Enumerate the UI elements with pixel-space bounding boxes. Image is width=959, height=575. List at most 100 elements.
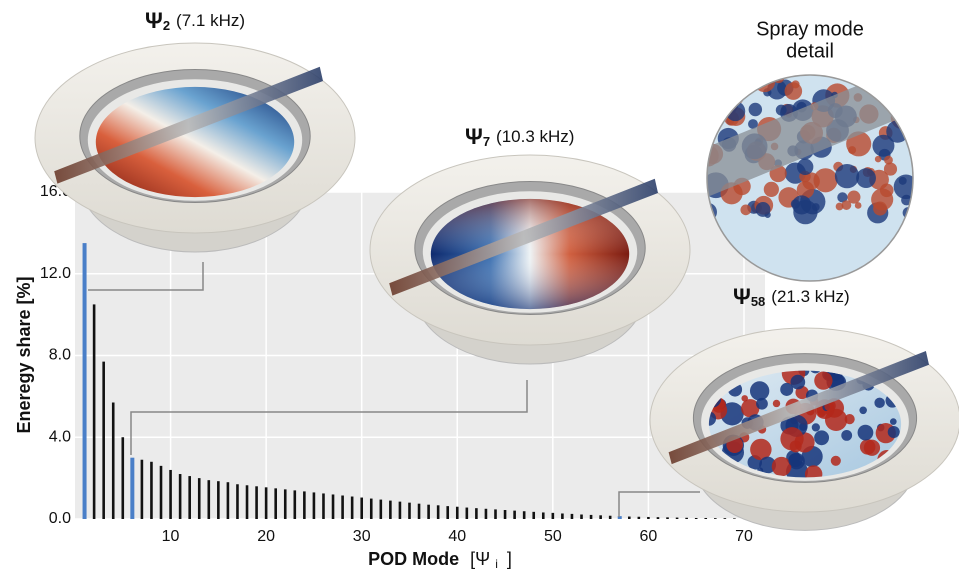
speckle — [875, 156, 882, 163]
speckle — [874, 398, 884, 408]
bar — [647, 517, 650, 519]
speckle — [899, 177, 907, 185]
bar — [141, 460, 144, 519]
speckle — [855, 202, 862, 209]
bar — [704, 518, 707, 519]
speckle — [839, 73, 845, 79]
speckle — [884, 156, 893, 165]
mode-symbol: Ψ — [145, 8, 163, 33]
bar — [494, 509, 497, 519]
speckle — [780, 427, 803, 450]
speckle — [773, 400, 780, 407]
bar — [714, 518, 717, 519]
bar — [599, 515, 602, 519]
speckle — [848, 73, 857, 82]
speckle — [756, 398, 768, 410]
bar — [130, 458, 134, 519]
speckle — [818, 410, 826, 418]
bar — [532, 512, 535, 519]
speckle — [888, 426, 900, 438]
bar — [227, 482, 230, 519]
speckle — [814, 430, 829, 445]
bar — [380, 500, 383, 519]
x-tick-label: 20 — [257, 528, 275, 545]
speckle — [797, 159, 813, 175]
speckle — [740, 205, 751, 216]
bar — [695, 518, 698, 519]
bar — [265, 487, 268, 519]
x-label-close: ] — [507, 549, 512, 569]
detail-title: detail — [786, 40, 834, 62]
speckle — [724, 66, 745, 87]
speckle — [711, 103, 727, 119]
bar — [246, 485, 249, 519]
bar — [437, 505, 440, 519]
bar — [236, 484, 239, 519]
speckle — [904, 96, 912, 104]
speckle — [871, 188, 893, 210]
x-tick-label: 60 — [640, 528, 658, 545]
speckle — [788, 453, 802, 467]
speckle — [772, 457, 792, 477]
bar — [571, 514, 574, 519]
bar — [628, 517, 631, 519]
speckle — [719, 91, 728, 100]
bar — [590, 515, 593, 519]
mode-label: Ψ58 (21.3 kHz) — [733, 284, 850, 310]
bar — [112, 403, 115, 519]
bar — [160, 466, 163, 519]
speckle — [703, 114, 721, 132]
bar — [341, 495, 344, 519]
bar — [370, 499, 373, 519]
speckle — [862, 71, 877, 86]
bar — [418, 504, 421, 519]
bar — [121, 437, 124, 519]
mode-subscript: 7 — [483, 134, 490, 149]
speckle — [897, 69, 909, 81]
mode-frequency: (21.3 kHz) — [771, 287, 849, 306]
bar — [676, 518, 679, 519]
bar — [102, 362, 105, 519]
mode-label: Ψ2(7.1 kHz) — [145, 8, 245, 34]
mode-frequency: (7.1 kHz) — [176, 11, 245, 30]
bar — [332, 494, 335, 519]
x-label-text: POD Mode — [368, 549, 459, 569]
bar — [609, 516, 612, 519]
mode-symbol: Ψ — [465, 124, 483, 149]
bar — [552, 513, 555, 519]
bar — [408, 503, 411, 519]
speckle — [741, 395, 748, 402]
bar — [150, 462, 153, 519]
speckle — [813, 168, 837, 192]
bar — [303, 491, 306, 519]
speckle — [725, 101, 745, 121]
bar — [255, 486, 258, 519]
mode-subscript: 58 — [751, 294, 765, 309]
x-tick-label: 40 — [448, 528, 466, 545]
bar — [83, 243, 87, 519]
speckle — [845, 414, 855, 424]
speckle — [790, 375, 805, 390]
speckle — [896, 75, 919, 98]
speckle — [864, 440, 880, 456]
bar — [523, 511, 526, 519]
bar — [351, 497, 354, 519]
y-tick-label: 0.0 — [49, 510, 71, 527]
speckle — [840, 70, 850, 80]
speckle — [749, 103, 762, 116]
bar — [504, 510, 507, 519]
speckle — [814, 371, 832, 389]
x-label-subscript: i — [495, 557, 498, 571]
speckle — [718, 94, 726, 102]
bar — [399, 502, 402, 519]
bar — [446, 506, 449, 519]
bar — [724, 518, 727, 519]
speckle — [836, 203, 844, 211]
bar — [638, 517, 641, 519]
speckle — [856, 168, 876, 188]
bar — [466, 508, 469, 519]
speckle — [835, 164, 859, 188]
mode-symbol: Ψ — [733, 284, 751, 309]
y-tick-label: 4.0 — [49, 428, 71, 445]
bar — [284, 489, 287, 519]
